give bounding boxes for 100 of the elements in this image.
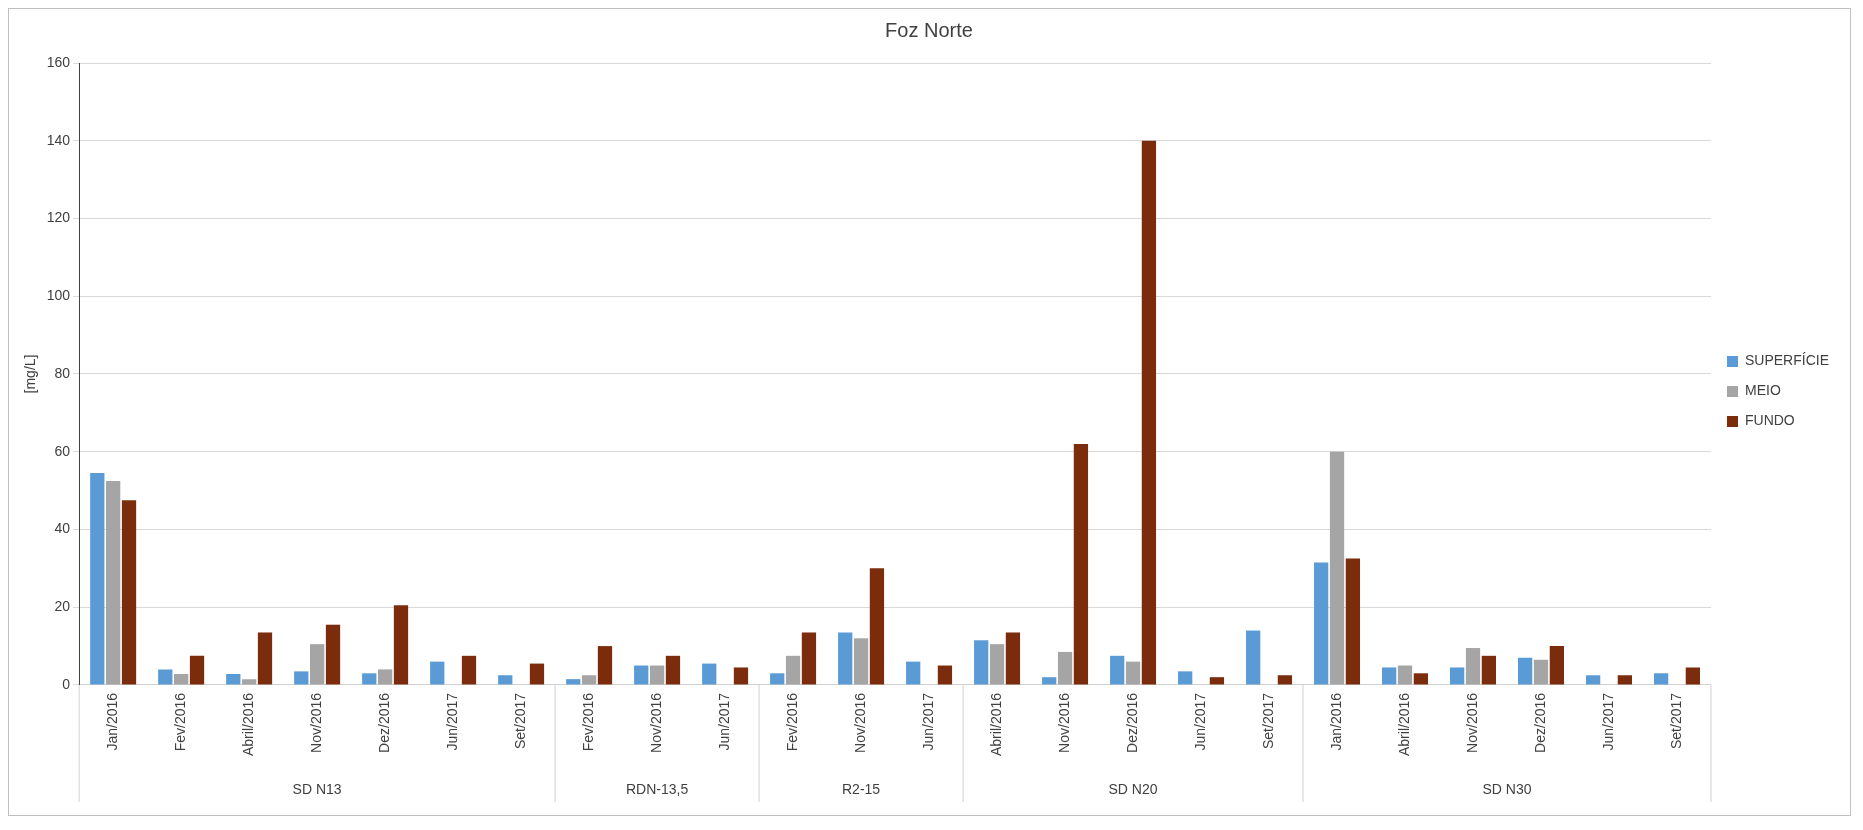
bar bbox=[597, 646, 613, 685]
bar bbox=[430, 661, 445, 685]
bar bbox=[1533, 659, 1549, 685]
x-tick-label: Fev/2016 bbox=[172, 692, 189, 752]
x-tick-label: Dez/2016 bbox=[375, 692, 392, 753]
x-tick-label: Abril/2016 bbox=[1395, 692, 1412, 757]
bar bbox=[1329, 451, 1345, 685]
x-tick-label: Jun/2017 bbox=[1191, 692, 1208, 751]
bar bbox=[1005, 632, 1021, 685]
bar bbox=[1209, 677, 1225, 685]
text: SD N30 bbox=[1482, 780, 1532, 797]
y-axis-title: [mg/L] bbox=[22, 354, 39, 394]
bar bbox=[801, 632, 817, 685]
y-tick-label: 0 bbox=[62, 675, 71, 692]
bar bbox=[1397, 665, 1413, 685]
text: SD N20 bbox=[1108, 780, 1158, 797]
bar bbox=[1617, 675, 1632, 685]
bar bbox=[325, 624, 341, 685]
bar bbox=[634, 665, 649, 685]
bar bbox=[1178, 671, 1193, 685]
y-tick-label: 160 bbox=[46, 53, 71, 70]
bar bbox=[1685, 667, 1700, 685]
x-tick-label: Dez/2016 bbox=[1123, 692, 1140, 753]
text: R2-15 bbox=[842, 780, 881, 797]
bar bbox=[1653, 673, 1669, 685]
bar bbox=[1345, 558, 1361, 685]
y-tick-label: 20 bbox=[54, 598, 71, 615]
bar bbox=[1481, 655, 1497, 685]
bar bbox=[1125, 661, 1141, 685]
bar bbox=[1518, 657, 1533, 685]
chart-title: Foz Norte bbox=[885, 18, 973, 41]
bar bbox=[174, 674, 189, 685]
bar bbox=[649, 665, 665, 685]
bar bbox=[853, 638, 869, 685]
y-tick-label: 100 bbox=[46, 287, 71, 304]
x-tick-label: Nov/2016 bbox=[851, 692, 868, 753]
x-tick-label: Jan/2016 bbox=[1327, 692, 1344, 751]
bar bbox=[257, 632, 273, 685]
x-tick-label: Jun/2017 bbox=[1599, 692, 1616, 751]
y-tick-label: 80 bbox=[54, 364, 71, 381]
x-tick-label: Nov/2016 bbox=[1463, 692, 1480, 753]
bar bbox=[529, 663, 545, 685]
y-tick-label: 120 bbox=[46, 209, 71, 226]
bar bbox=[1277, 675, 1293, 685]
bar bbox=[665, 655, 681, 685]
x-tick-label: Dez/2016 bbox=[1531, 692, 1548, 753]
bar bbox=[1413, 673, 1429, 685]
bar bbox=[733, 667, 749, 685]
bar bbox=[309, 644, 325, 685]
bar bbox=[1110, 655, 1125, 685]
legend-label: SUPERFÍCIE bbox=[1744, 352, 1829, 369]
bar bbox=[770, 673, 785, 685]
bar bbox=[189, 655, 205, 685]
bar bbox=[242, 679, 257, 685]
bar bbox=[1450, 667, 1465, 685]
y-tick-label: 60 bbox=[54, 442, 71, 459]
bar bbox=[937, 665, 953, 685]
bar bbox=[1465, 648, 1481, 685]
bar bbox=[1057, 651, 1073, 685]
y-tick-label: 40 bbox=[54, 520, 71, 537]
bar bbox=[498, 675, 513, 685]
x-tick-label: Jan/2016 bbox=[104, 692, 121, 751]
x-tick-label: Fev/2016 bbox=[579, 692, 596, 752]
bar bbox=[90, 473, 105, 685]
bar bbox=[1382, 667, 1397, 685]
y-tick-label: 140 bbox=[46, 131, 71, 148]
x-tick-label: Nov/2016 bbox=[1055, 692, 1072, 753]
text: RDN-13,5 bbox=[625, 780, 689, 797]
bar bbox=[362, 673, 377, 685]
bar bbox=[1246, 630, 1261, 685]
x-tick-label: Fev/2016 bbox=[783, 692, 800, 752]
x-tick-label: Set/2017 bbox=[1259, 692, 1276, 750]
bar bbox=[1549, 646, 1565, 685]
text: SD N13 bbox=[292, 780, 342, 797]
bar bbox=[158, 669, 173, 685]
bar bbox=[1585, 675, 1601, 685]
x-tick-label: Jun/2017 bbox=[919, 692, 936, 751]
bar bbox=[906, 661, 921, 685]
bar bbox=[121, 500, 137, 685]
bar bbox=[989, 644, 1005, 685]
bar bbox=[785, 655, 801, 685]
bar bbox=[1042, 677, 1057, 685]
bar bbox=[566, 679, 581, 685]
x-tick-label: Nov/2016 bbox=[647, 692, 664, 753]
bar bbox=[461, 655, 477, 685]
x-tick-label: Set/2017 bbox=[511, 692, 528, 750]
bar bbox=[838, 632, 853, 685]
bar bbox=[393, 605, 409, 685]
x-tick-label: Jun/2017 bbox=[715, 692, 732, 751]
legend-label: FUNDO bbox=[1744, 412, 1795, 429]
x-tick-label: Nov/2016 bbox=[307, 692, 324, 753]
legend-label: MEIO bbox=[1744, 382, 1781, 399]
bar bbox=[581, 675, 597, 685]
bar bbox=[377, 669, 393, 685]
x-tick-label: Abril/2016 bbox=[240, 692, 256, 757]
x-tick-label: Jun/2017 bbox=[443, 692, 460, 751]
bar bbox=[1141, 140, 1157, 685]
bar bbox=[106, 480, 121, 685]
x-tick-label: Set/2017 bbox=[1667, 692, 1684, 750]
bar bbox=[1073, 443, 1089, 685]
